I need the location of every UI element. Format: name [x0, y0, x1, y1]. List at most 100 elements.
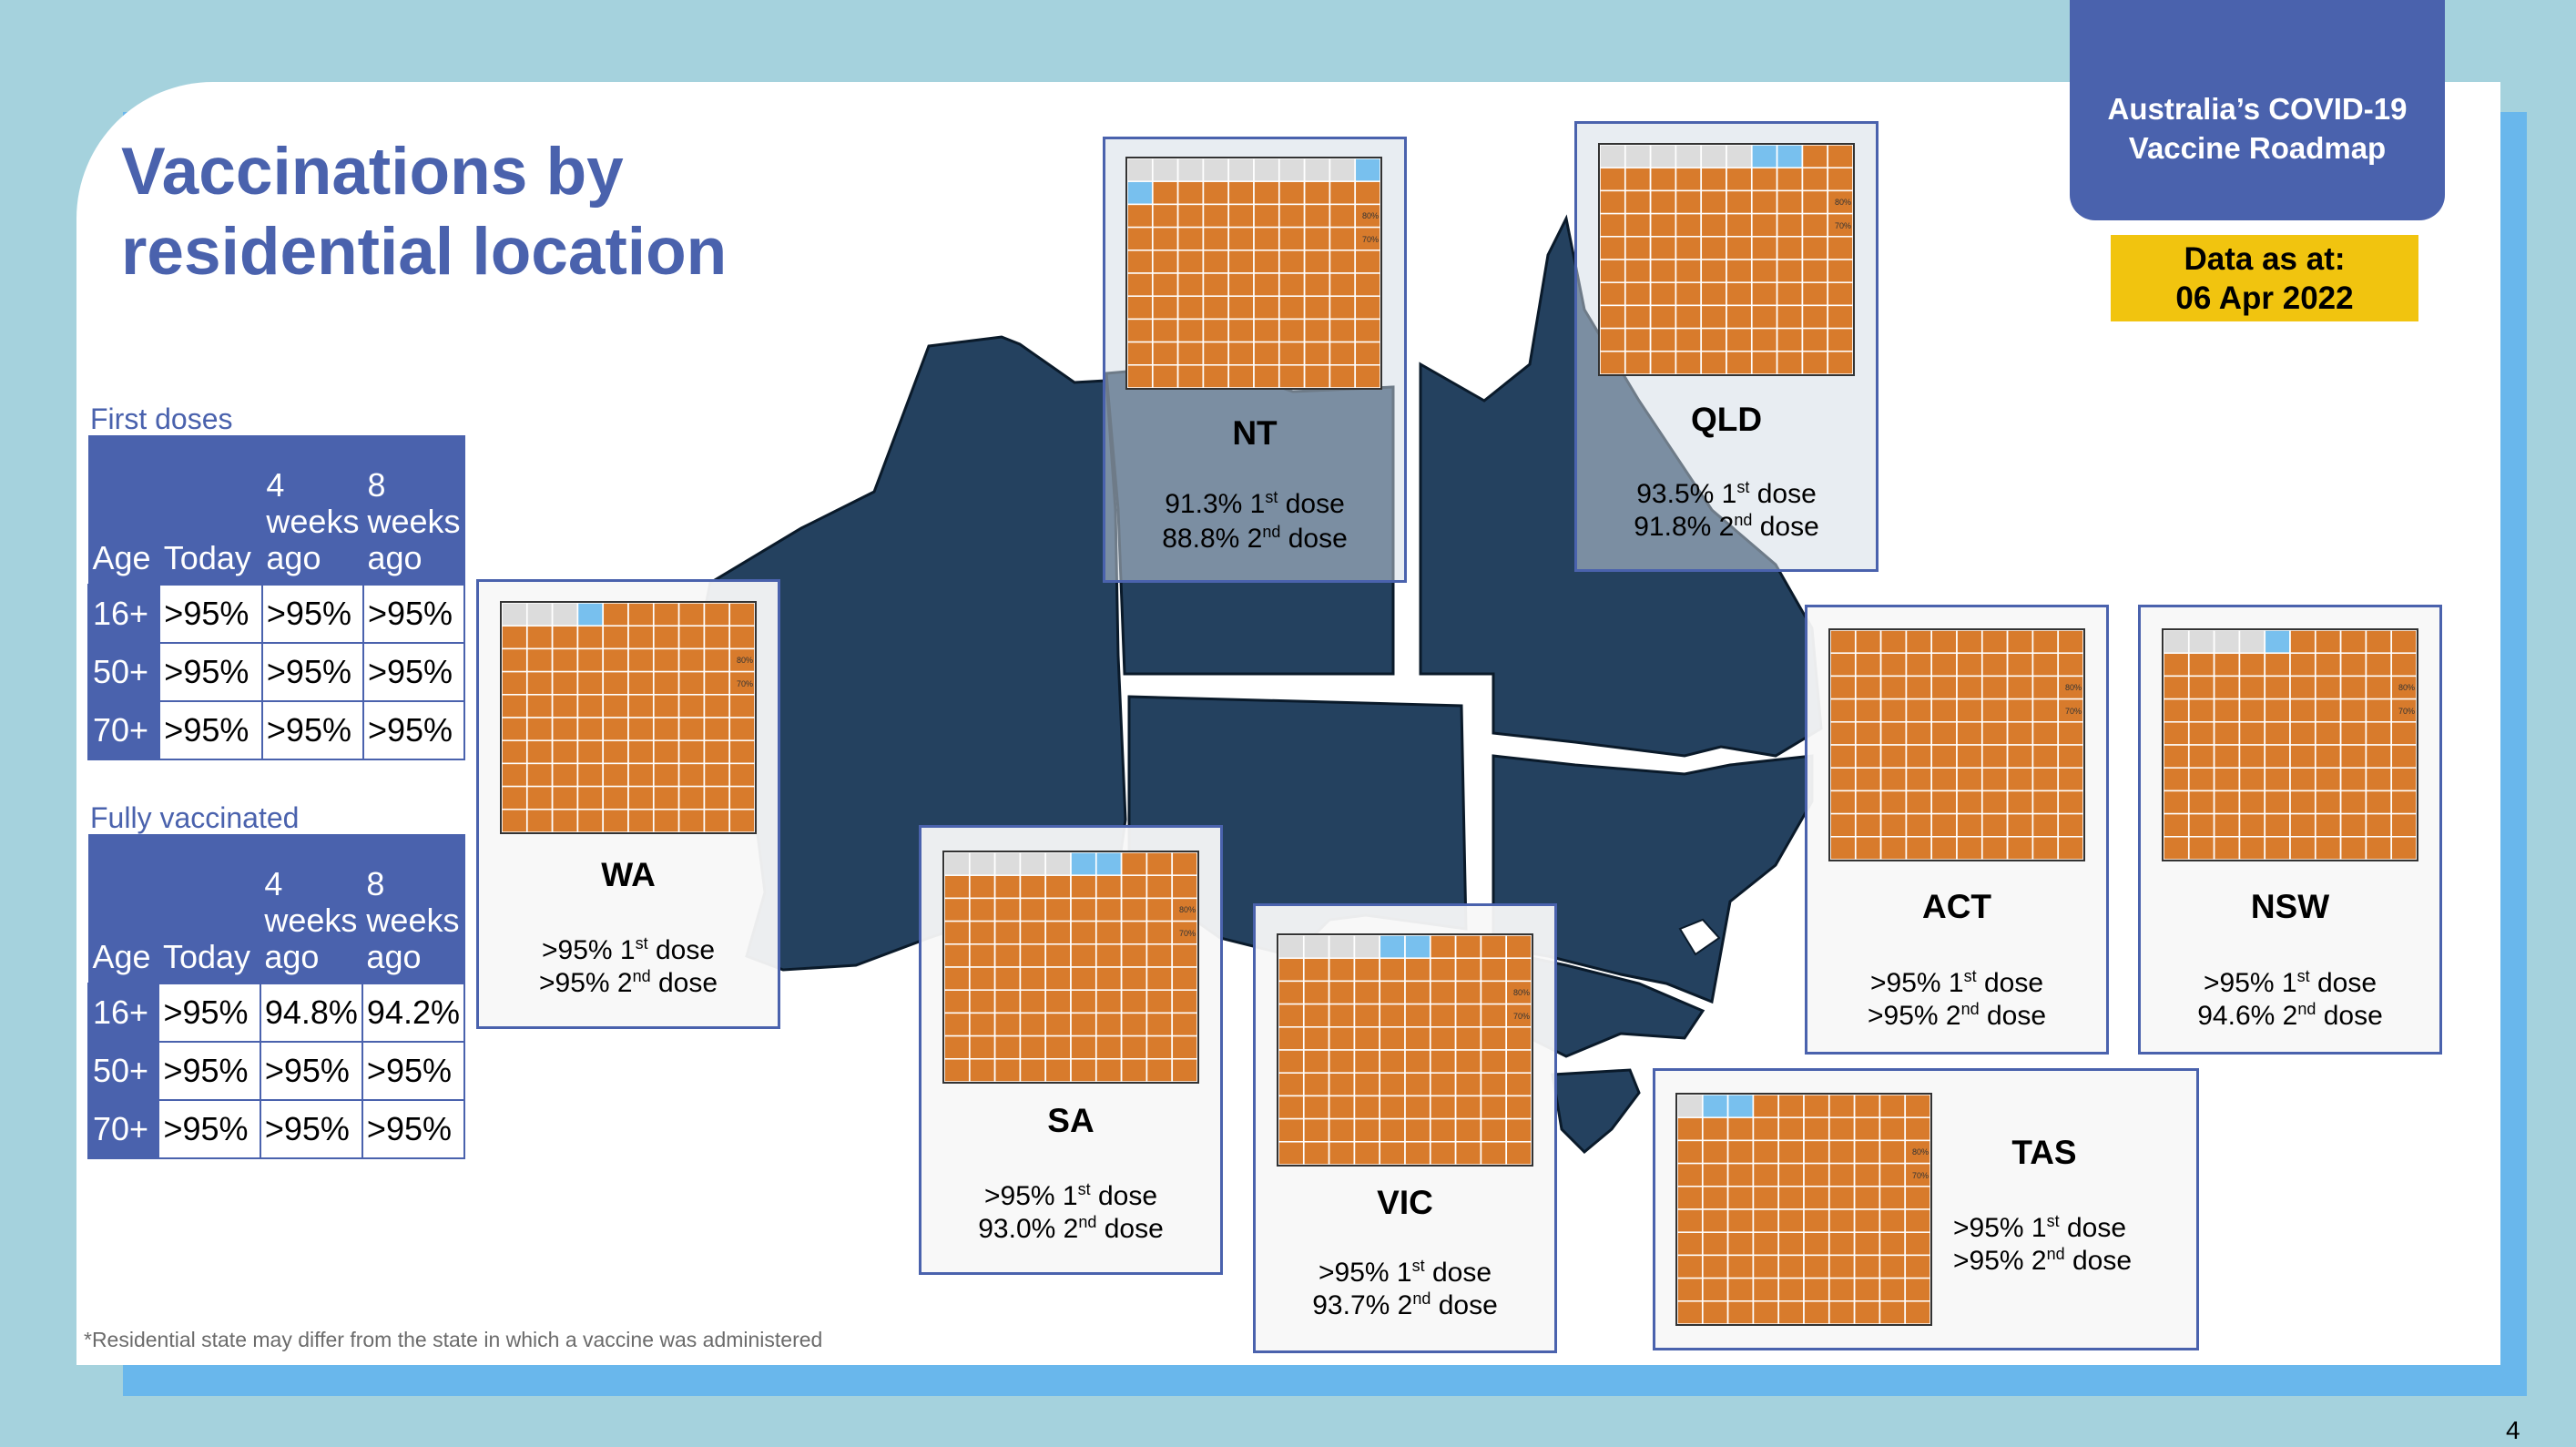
waffle-cell [2339, 790, 2367, 815]
waffle-chart-tas: 80% 70% [1675, 1093, 1932, 1326]
waffle-cell [1750, 304, 1778, 330]
waffle-cell [1253, 203, 1280, 229]
waffle-cell [1827, 351, 1853, 374]
waffle-cell [1354, 158, 1380, 182]
waffle-cell [502, 717, 528, 741]
waffle-cell [2289, 630, 2316, 654]
roadmap-badge: Australia’s COVID-19 Vaccine Roadmap [2070, 0, 2445, 220]
waffle-cell [576, 785, 605, 810]
waffle-cell [1904, 1095, 1930, 1118]
waffle-80-label: 80% [736, 656, 753, 665]
table-header-row: Age Today 4 weeks ago 8 weeks ago [87, 435, 465, 586]
waffle-cell [1354, 180, 1380, 206]
waffle-cell [1145, 966, 1174, 991]
waffle-cell [1701, 1231, 1729, 1257]
waffle-cell [1253, 341, 1280, 366]
waffle-cell [1649, 145, 1677, 168]
waffle-cell [602, 647, 629, 673]
waffle-cell [1202, 318, 1230, 343]
waffle-cell [2031, 790, 2060, 815]
state-name: QLD [1690, 401, 1763, 438]
waffle-chart-nt: 80% 70% [1125, 157, 1382, 390]
waffle-cell [1329, 250, 1357, 274]
waffle-cell [525, 694, 554, 718]
waffle-cell [1854, 652, 1882, 678]
waffle-cell [1328, 1003, 1356, 1028]
waffle-cell [1278, 226, 1306, 251]
waffle-cell [2006, 675, 2034, 700]
waffle-cell [1930, 812, 1958, 838]
waffle-cell [677, 809, 706, 832]
waffle-cell [1801, 212, 1829, 238]
waffle-cell [502, 647, 528, 673]
waffle-cell [2289, 721, 2316, 746]
waffle-cell [2238, 721, 2266, 746]
waffle-cell [1171, 1012, 1197, 1037]
data-as-at-label: Data as at: [2184, 240, 2346, 277]
waffle-cell [2365, 836, 2393, 860]
waffle-cell [1649, 189, 1677, 215]
waffle-cell [1329, 295, 1357, 321]
waffle-cell [525, 625, 554, 650]
waffle-cell [525, 603, 554, 627]
waffle-cell [627, 647, 655, 673]
state-name: ACT [1921, 888, 1992, 925]
waffle-cell [1202, 272, 1230, 297]
waffle-cell [1776, 304, 1804, 330]
waffle-cell [1600, 212, 1626, 238]
waffle-cell [1303, 250, 1331, 274]
waffle-cell [1600, 351, 1626, 374]
waffle-cell [502, 603, 528, 627]
first-dose-rate: >95% 1st dose [1319, 1257, 1492, 1288]
waffle-cell [1750, 259, 1778, 283]
waffle-cell [1930, 836, 1958, 860]
waffle-cell [551, 762, 579, 788]
waffle-cell [2339, 675, 2367, 700]
waffle-cell [652, 739, 680, 765]
col-header-today: Today [158, 435, 263, 586]
waffle-cell [1019, 966, 1047, 991]
waffle-cell [1171, 943, 1197, 968]
waffle-cell [576, 603, 605, 627]
waffle-cell [728, 762, 755, 788]
waffle-cell [1776, 167, 1804, 192]
waffle-cell [1070, 1058, 1097, 1082]
waffle-cell [1429, 1072, 1457, 1097]
waffle-cell [1302, 1117, 1330, 1143]
waffle-cell [1429, 957, 1457, 983]
waffle-cell [1624, 236, 1652, 260]
waffle-cell [1854, 698, 1882, 723]
state-text-nsw: NSW >95% 1st dose 94.6% 2nd dose [2138, 0, 2442, 1031]
waffle-cell [1404, 1003, 1431, 1028]
table-row: 50+ >95% >95% >95% [87, 1041, 466, 1101]
waffle-cell [1750, 145, 1778, 168]
waffle-cell [1202, 295, 1230, 321]
waffle-cell [1202, 341, 1230, 366]
waffle-cell [551, 694, 579, 718]
waffle-70-label: 70% [1512, 1012, 1530, 1021]
waffle-cell [1176, 203, 1205, 229]
waffle-cell [1879, 630, 1908, 654]
waffle-cell [1777, 1231, 1805, 1257]
waffle-cell [1151, 226, 1179, 251]
waffle-cell [1429, 935, 1457, 959]
waffle-cell [2238, 790, 2266, 815]
waffle-cell [1253, 272, 1280, 297]
waffle-cell [2289, 744, 2316, 769]
waffle-cell [1675, 189, 1703, 215]
waffle-cell [677, 625, 706, 650]
waffle-cell [1980, 744, 2009, 769]
state-name: NSW [2250, 888, 2330, 925]
waffle-cell [1505, 1117, 1532, 1143]
waffle-cell [1905, 744, 1933, 769]
waffle-cell [1278, 250, 1306, 274]
waffle-cell [1930, 698, 1958, 723]
waffle-cell [2057, 698, 2083, 723]
waffle-cell [1353, 980, 1381, 1005]
waffle-cell [968, 852, 996, 876]
waffle-cell [1675, 212, 1703, 238]
waffle-cell [968, 943, 996, 968]
waffle-cell [1700, 304, 1727, 330]
waffle-cell [1278, 1072, 1305, 1097]
waffle-cell [944, 943, 971, 968]
